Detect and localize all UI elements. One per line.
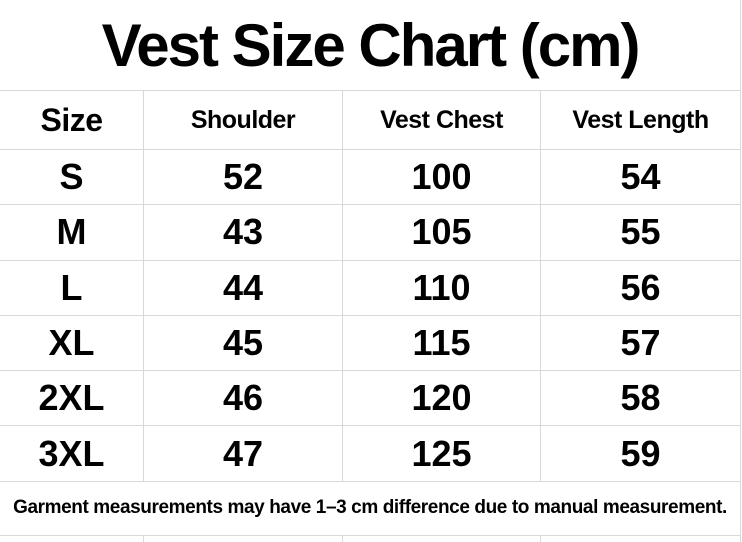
table-cell-shoulder: 47 <box>143 425 342 481</box>
table-cell-shoulder: 45 <box>143 314 342 371</box>
table-cell-vest-chest: 110 <box>342 259 540 315</box>
title-row: Vest Size Chart (cm) <box>0 0 740 90</box>
table-cell-size: S <box>0 149 143 204</box>
table-cell-size: 3XL <box>0 425 143 480</box>
table-cell-vest-length: 57 <box>540 314 740 371</box>
table-cell-vest-length: 55 <box>540 204 740 260</box>
table-cell-vest-length: 58 <box>540 370 740 426</box>
table-cell-shoulder: 44 <box>143 259 342 315</box>
measurement-note-row: Garment measurements may have 1–3 cm dif… <box>0 480 740 536</box>
grid-line-stub <box>143 535 144 542</box>
truncated-next-row <box>0 535 740 542</box>
table-cell-shoulder: 43 <box>143 204 342 260</box>
measurement-note: Garment measurements may have 1–3 cm dif… <box>13 497 727 519</box>
column-header-shoulder: Shoulder <box>143 90 342 149</box>
table-cell-size: 2XL <box>0 370 143 425</box>
column-header-size: Size <box>0 90 143 149</box>
table-cell-vest-chest: 115 <box>342 314 540 371</box>
column-header-vest-length: Vest Length <box>540 90 740 149</box>
grid-line-stub <box>540 535 541 542</box>
table-cell-vest-chest: 120 <box>342 370 540 426</box>
table-cell-size: L <box>0 259 143 315</box>
table-cell-vest-length: 56 <box>540 259 740 315</box>
table-cell-vest-length: 54 <box>540 149 740 205</box>
table-cell-shoulder: 46 <box>143 370 342 426</box>
page-title: Vest Size Chart (cm) <box>101 12 641 79</box>
grid-line-stub <box>342 535 343 542</box>
table-cell-vest-length: 59 <box>540 425 740 481</box>
table-cell-vest-chest: 100 <box>342 149 540 205</box>
table-cell-size: M <box>0 204 143 259</box>
table-cell-size: XL <box>0 314 143 370</box>
table-cell-vest-chest: 105 <box>342 204 540 260</box>
table-cell-vest-chest: 125 <box>342 425 540 481</box>
size-table: Size Shoulder Vest Chest Vest Length S 5… <box>0 90 740 481</box>
table-cell-shoulder: 52 <box>143 149 342 205</box>
column-header-vest-chest: Vest Chest <box>342 90 540 149</box>
